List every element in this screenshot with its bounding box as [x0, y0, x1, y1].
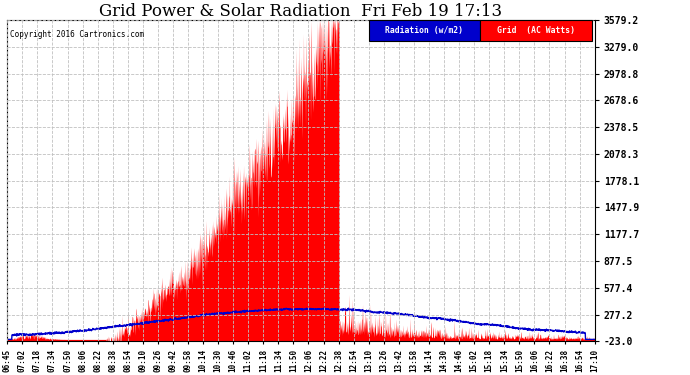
- FancyBboxPatch shape: [368, 20, 480, 41]
- Text: Copyright 2016 Cartronics.com: Copyright 2016 Cartronics.com: [10, 30, 144, 39]
- Text: Radiation (w/m2): Radiation (w/m2): [385, 26, 463, 35]
- Title: Grid Power & Solar Radiation  Fri Feb 19 17:13: Grid Power & Solar Radiation Fri Feb 19 …: [99, 3, 502, 20]
- Text: Grid  (AC Watts): Grid (AC Watts): [497, 26, 575, 35]
- FancyBboxPatch shape: [480, 20, 592, 41]
